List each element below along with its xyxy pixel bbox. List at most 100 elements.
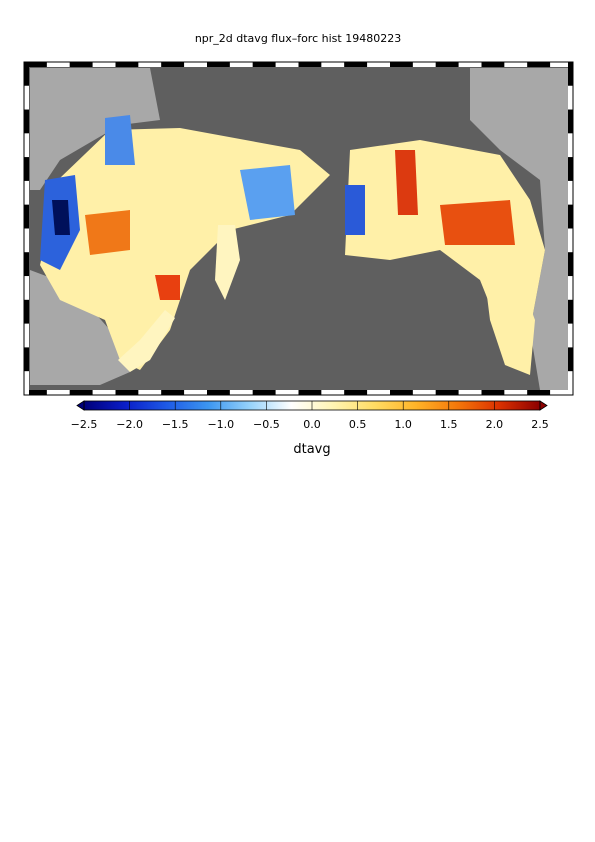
frame-tick	[568, 85, 573, 110]
frame-tick	[24, 390, 47, 395]
field-patch	[105, 115, 135, 165]
map-frame	[24, 62, 573, 395]
frame-tick	[298, 62, 322, 67]
land	[30, 270, 130, 385]
frame-tick	[412, 62, 436, 67]
frame-tick	[550, 390, 573, 395]
frame-tick	[568, 299, 573, 324]
frame-tick	[24, 204, 29, 229]
frame-tick	[321, 62, 345, 67]
frame-tick	[24, 371, 29, 395]
frame-tick	[24, 85, 29, 110]
field-patch	[395, 150, 418, 215]
map	[23, 61, 574, 396]
land-field	[215, 225, 240, 300]
frame-tick	[138, 390, 162, 395]
frame-tick	[458, 390, 482, 395]
frame-tick	[568, 204, 573, 229]
colorbar-tick-label: 2.5	[531, 418, 549, 431]
frame-tick	[184, 62, 207, 67]
field-patch	[52, 200, 70, 235]
colorbar-tick-label: −1.5	[162, 418, 189, 431]
frame-tick	[252, 62, 276, 67]
frame-tick	[527, 62, 551, 67]
frame-tick	[568, 371, 573, 395]
field-patch	[345, 185, 365, 235]
frame-tick	[275, 390, 299, 395]
frame-tick	[24, 62, 47, 67]
frame-tick	[24, 180, 29, 205]
colorbar-tick-label: 1.5	[440, 418, 458, 431]
frame-tick	[568, 133, 573, 158]
frame-tick	[207, 62, 230, 67]
map-title: npr_2d dtavg flux–forc hist 19480223	[195, 32, 401, 45]
frame-tick	[24, 157, 29, 181]
land-field	[485, 280, 535, 375]
frame-tick	[46, 390, 70, 395]
frame-tick	[568, 109, 573, 134]
frame-tick	[568, 276, 573, 300]
frame-tick	[568, 180, 573, 205]
frame-tick	[92, 390, 116, 395]
colorbar-tick-label: 0.5	[349, 418, 367, 431]
colorbar-extend	[76, 400, 85, 411]
frame-tick	[481, 62, 505, 67]
frame-tick	[504, 62, 528, 67]
frame-tick	[184, 390, 207, 395]
frame-tick	[69, 390, 93, 395]
frame-tick	[115, 390, 139, 395]
frame-tick	[298, 390, 322, 395]
frame-tick	[115, 62, 139, 67]
frame-tick	[24, 133, 29, 158]
frame-tick	[92, 62, 116, 67]
frame-tick	[344, 390, 368, 395]
frame-tick	[390, 390, 413, 395]
frame-tick	[69, 62, 93, 67]
frame-tick	[504, 390, 528, 395]
frame-tick	[252, 390, 276, 395]
frame-tick	[550, 62, 573, 67]
colorbar: −2.5 −2.0 −1.5 −1.0 −0.5 0.0 0.5 1.0 1.5 2.0 2.5	[71, 400, 549, 431]
field-patch	[85, 210, 130, 255]
colorbar-tick-label: −0.5	[253, 418, 280, 431]
land	[470, 68, 568, 390]
frame-tick	[321, 390, 345, 395]
frame-tick	[24, 276, 29, 300]
frame-tick	[24, 347, 29, 372]
land-field	[118, 310, 175, 372]
frame-tick	[24, 228, 29, 253]
frame-tick	[527, 390, 551, 395]
frame-tick	[207, 390, 230, 395]
frame-tick	[568, 323, 573, 348]
land	[30, 68, 160, 190]
frame-tick	[481, 390, 505, 395]
frame-tick	[568, 157, 573, 181]
frame-tick	[24, 299, 29, 324]
frame-tick	[138, 62, 162, 67]
frame-tick	[46, 62, 70, 67]
frame-tick	[390, 62, 413, 67]
colorbar-extend	[539, 400, 548, 411]
colorbar-tick-label: 1.0	[394, 418, 412, 431]
frame-tick	[24, 109, 29, 134]
frame-tick	[161, 390, 185, 395]
colorbar-tick-label: 0.0	[303, 418, 321, 431]
frame-tick	[367, 62, 390, 67]
colorbar-tick-label: −2.5	[71, 418, 98, 431]
frame-tick	[568, 252, 573, 277]
colorbar-label: dtavg	[293, 442, 330, 457]
frame-tick	[568, 347, 573, 372]
map-border	[23, 61, 574, 396]
frame-tick	[24, 62, 29, 86]
frame-tick	[367, 390, 390, 395]
field-patch	[440, 200, 515, 245]
frame-tick	[161, 62, 185, 67]
frame-tick	[344, 62, 368, 67]
field-patch	[240, 165, 295, 220]
frame-tick	[24, 323, 29, 348]
colorbar-tick-label: 2.0	[486, 418, 504, 431]
frame-tick	[435, 62, 459, 67]
frame-tick	[435, 390, 459, 395]
colorbar-tick-label: −1.0	[207, 418, 234, 431]
